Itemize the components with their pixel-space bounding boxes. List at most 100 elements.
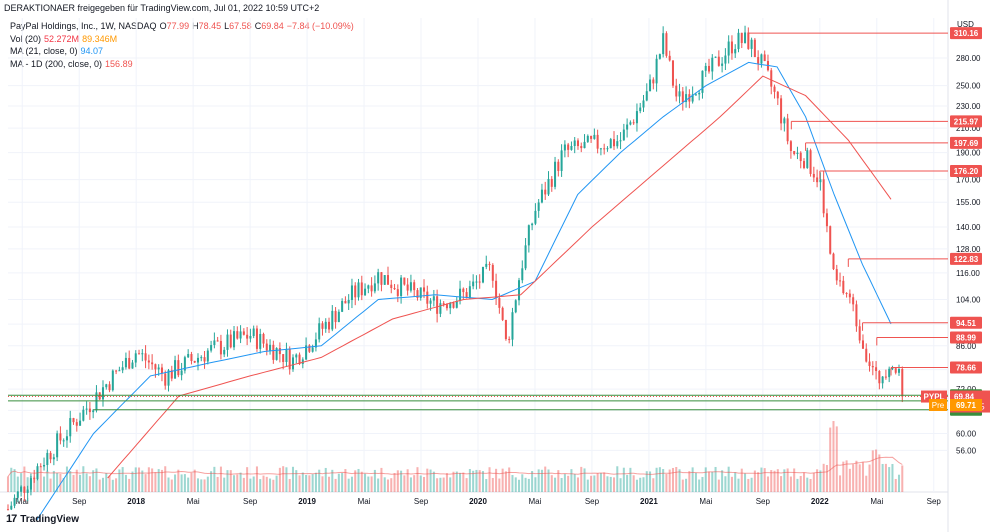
volume-bar xyxy=(377,478,380,492)
candle-body xyxy=(665,33,668,56)
candle-body xyxy=(174,360,177,379)
price-tick-label: 230.00 xyxy=(956,102,981,111)
volume-bar xyxy=(799,475,802,492)
candle-body xyxy=(603,148,606,150)
candle-body xyxy=(190,354,193,361)
price-tick-label: 155.00 xyxy=(956,198,981,207)
volume-bar xyxy=(707,471,711,492)
volume-bar xyxy=(848,468,851,492)
volume-bar xyxy=(164,466,167,492)
tradingview-brand[interactable]: 17 TradingView xyxy=(6,513,79,525)
volume-bar xyxy=(757,472,760,492)
candle-body xyxy=(861,340,864,349)
volume-bar xyxy=(449,477,452,492)
candle-body xyxy=(534,210,537,224)
volume-bar xyxy=(311,474,314,492)
volume-bar xyxy=(878,454,881,492)
candle-body xyxy=(416,290,419,298)
volume-bar xyxy=(770,470,773,492)
candle-body xyxy=(357,282,360,298)
candle-body xyxy=(894,368,897,373)
candle-body xyxy=(193,360,196,363)
candle-body xyxy=(324,321,327,329)
candle-body xyxy=(144,353,147,361)
volume-bar xyxy=(193,469,196,492)
volume-bar xyxy=(626,475,629,492)
volume-bar xyxy=(537,469,540,492)
candle-body xyxy=(544,189,547,195)
volume-bar xyxy=(291,466,295,492)
legend-symbol-row[interactable]: PayPal Holdings, Inc., 1W, NASDAQ O77.99 H… xyxy=(10,20,357,33)
volume-bar xyxy=(43,476,46,492)
candle-body xyxy=(377,272,380,284)
legend-volume-row[interactable]: Vol (20) 52.272M 89.346M xyxy=(10,33,357,46)
volume-bar xyxy=(773,470,776,492)
candle-body xyxy=(331,310,334,330)
candle-body xyxy=(101,387,105,400)
candle-body xyxy=(121,367,124,371)
volume-bar xyxy=(662,469,665,492)
time-tick-label: Mai xyxy=(16,497,29,506)
volume-bar xyxy=(786,468,789,492)
volume-bar xyxy=(508,467,511,492)
volume-bar xyxy=(540,469,543,492)
legend-ma21-label: MA (21, close, 0) xyxy=(10,46,78,56)
candle-body xyxy=(39,466,42,468)
candle-body xyxy=(518,280,521,301)
candle-body xyxy=(409,282,412,291)
candle-body xyxy=(727,41,730,56)
volume-bar xyxy=(557,470,560,492)
resistance-price-label: 78.66 xyxy=(956,364,977,373)
candle-body xyxy=(655,58,658,84)
volume-bar xyxy=(92,470,95,492)
volume-bar xyxy=(101,477,105,492)
volume-bar xyxy=(534,477,537,492)
volume-bar xyxy=(478,470,481,492)
volume-bar xyxy=(154,472,157,492)
legend-ma200-value: 156.89 xyxy=(105,58,133,69)
volume-bar xyxy=(210,471,213,492)
volume-bar xyxy=(69,471,72,492)
volume-bar xyxy=(547,469,550,492)
volume-bar xyxy=(472,470,475,492)
legend-ma21-row[interactable]: MA (21, close, 0) 94.07 xyxy=(10,45,357,58)
resistance-price-badge xyxy=(950,316,982,329)
volume-bar xyxy=(426,468,429,492)
volume-bar xyxy=(839,475,842,492)
volume-bar xyxy=(802,472,806,492)
candle-body xyxy=(216,340,219,342)
volume-bar xyxy=(39,467,42,492)
volume-bar xyxy=(124,474,127,492)
candle-body xyxy=(612,139,616,147)
volume-bar xyxy=(85,473,88,492)
volume-bar xyxy=(527,478,530,492)
candle-body xyxy=(272,344,275,360)
volume-bar xyxy=(226,470,229,492)
volume-bar xyxy=(98,479,101,492)
candle-body xyxy=(62,440,65,442)
volume-bar xyxy=(305,474,308,492)
volume-bar xyxy=(524,477,527,492)
candle-body xyxy=(344,300,347,304)
volume-bar xyxy=(766,476,769,492)
volume-bar xyxy=(468,469,471,492)
volume-bar xyxy=(75,469,78,492)
volume-bar xyxy=(730,476,733,492)
chart-publisher-line: DERAKTIONAER freigegeben für TradingView… xyxy=(4,3,320,13)
volume-bar xyxy=(612,477,616,492)
candle-body xyxy=(236,331,239,339)
candle-body xyxy=(157,367,160,370)
candle-body xyxy=(65,436,68,441)
volume-bar xyxy=(118,469,121,492)
candle-body xyxy=(799,152,802,162)
volume-bar xyxy=(341,473,344,492)
candle-body xyxy=(354,285,357,298)
candle-body xyxy=(26,489,29,493)
legend-ma200-row[interactable]: MA - 1D (200, close, 0) 156.89 xyxy=(10,58,357,71)
candle-body xyxy=(809,150,812,174)
volume-ma-line xyxy=(7,456,903,477)
volume-bar xyxy=(655,467,658,492)
volume-bar xyxy=(360,471,363,492)
volume-bar xyxy=(511,475,514,492)
